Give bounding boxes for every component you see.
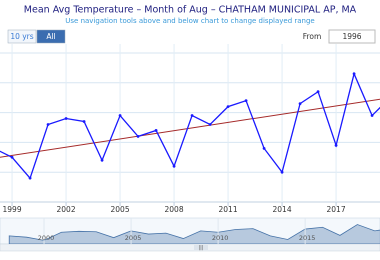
scrollbar-handle[interactable]	[194, 245, 208, 250]
point	[370, 114, 374, 117]
point	[208, 123, 212, 126]
point	[280, 170, 284, 174]
x-tick-label: 2011	[219, 205, 238, 214]
navigator-series	[8, 224, 380, 244]
scrollbar-grip: |||	[198, 245, 203, 251]
x-tick-label: 2005	[111, 205, 130, 214]
x-tick-label: 2017	[327, 205, 346, 214]
x-tick-label: 2008	[165, 205, 184, 214]
navigator-tick-label: 2000	[38, 234, 55, 242]
point	[172, 164, 176, 168]
x-tick-label: 1999	[3, 205, 22, 214]
range-button[interactable]	[7, 29, 37, 44]
from-value[interactable]: 1996	[342, 32, 361, 41]
navigator-tick-label: 2010	[212, 234, 229, 242]
point	[190, 114, 194, 117]
series-line	[0, 71, 380, 180]
point	[136, 135, 140, 138]
navigator-area	[8, 224, 380, 244]
range-button-label[interactable]: All	[46, 32, 55, 41]
range-button-label[interactable]: 10 yrs	[10, 32, 33, 41]
point	[64, 117, 68, 120]
point	[262, 146, 266, 150]
point	[226, 105, 230, 109]
point	[28, 176, 32, 180]
chart-subtitle: Use navigation tools above and below cha…	[65, 17, 314, 25]
point	[154, 129, 158, 132]
x-tick-label: 2002	[57, 205, 76, 214]
from-label: From	[303, 32, 322, 41]
from-input[interactable]	[328, 29, 376, 44]
point	[82, 120, 86, 123]
point	[298, 102, 302, 106]
point	[244, 99, 248, 103]
navigator[interactable]	[0, 217, 380, 245]
chart-title: Mean Avg Temperature – Month of Aug – CH…	[24, 5, 357, 16]
plot-area	[0, 71, 380, 180]
point	[352, 72, 356, 76]
point	[10, 155, 14, 159]
x-tick-label: 2014	[273, 205, 292, 214]
point	[100, 158, 104, 162]
point	[46, 123, 50, 126]
point	[118, 114, 122, 117]
scrollbar[interactable]	[0, 243, 380, 252]
range-button[interactable]	[36, 29, 66, 44]
point	[334, 143, 338, 147]
navigator-tick-label: 2015	[299, 234, 316, 242]
navigator-tick-label: 2005	[125, 234, 142, 242]
point	[316, 90, 320, 94]
